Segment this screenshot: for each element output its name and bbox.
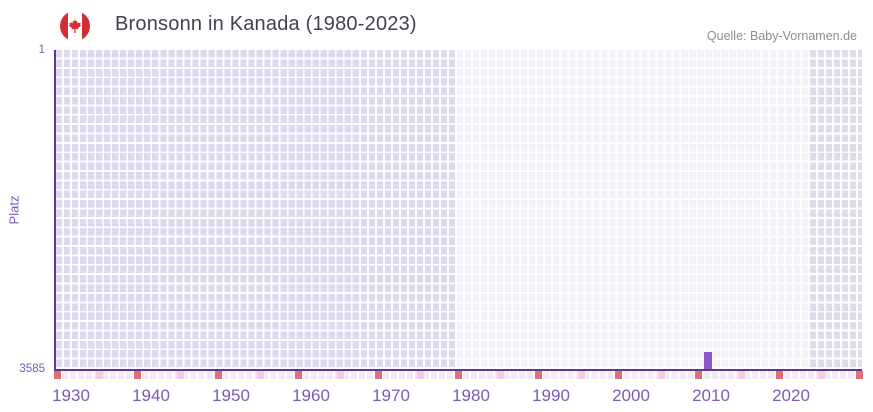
bar-2010[interactable] [704, 352, 712, 369]
source-credit: Quelle: Baby-Vornamen.de [706, 29, 857, 43]
half-decade-marker-cell [497, 371, 504, 379]
decade-marker-cell [215, 371, 222, 379]
x-tick-1960: 1960 [292, 386, 330, 405]
y-tick-bottom: 3585 [19, 363, 45, 375]
half-decade-marker-cell [658, 371, 665, 379]
half-decade-marker-cell [417, 371, 424, 379]
decade-marker-cell [54, 371, 61, 379]
x-tick-2010: 2010 [692, 386, 730, 405]
y-axis-label: Platz [6, 195, 22, 225]
half-decade-marker-cell [96, 371, 103, 379]
decade-marker-cell [776, 371, 783, 379]
x-tick-1970: 1970 [372, 386, 410, 405]
x-tick-1930: 1930 [52, 386, 90, 405]
decade-marker-cell [375, 371, 382, 379]
maple-leaf-icon [68, 19, 82, 33]
x-tick-2000: 2000 [612, 386, 650, 405]
decade-marker-cell [134, 371, 141, 379]
x-tick-1990: 1990 [532, 386, 570, 405]
canada-flag-icon [60, 11, 90, 41]
page-title: Bronsonn in Kanada (1980-2023) [115, 13, 417, 35]
decade-marker-cell [535, 371, 542, 379]
plot-area [54, 50, 862, 371]
decade-marker-cell [615, 371, 622, 379]
half-decade-marker-cell [257, 371, 264, 379]
x-tick-2020: 2020 [772, 386, 810, 405]
decade-marker-cell [295, 371, 302, 379]
decade-marker-cell [856, 371, 863, 379]
half-decade-marker-cell [337, 371, 344, 379]
x-tick-1980: 1980 [452, 386, 490, 405]
half-decade-marker-cell [818, 371, 825, 379]
x-tick-1940: 1940 [132, 386, 170, 405]
decade-marker-cell [695, 371, 702, 379]
decade-marker-cell [455, 371, 462, 379]
half-decade-marker-cell [177, 371, 184, 379]
half-decade-marker-cell [578, 371, 585, 379]
y-tick-top: 1 [38, 44, 45, 56]
x-tick-1950: 1950 [212, 386, 250, 405]
half-decade-marker-cell [738, 371, 745, 379]
gridlines [56, 50, 862, 369]
